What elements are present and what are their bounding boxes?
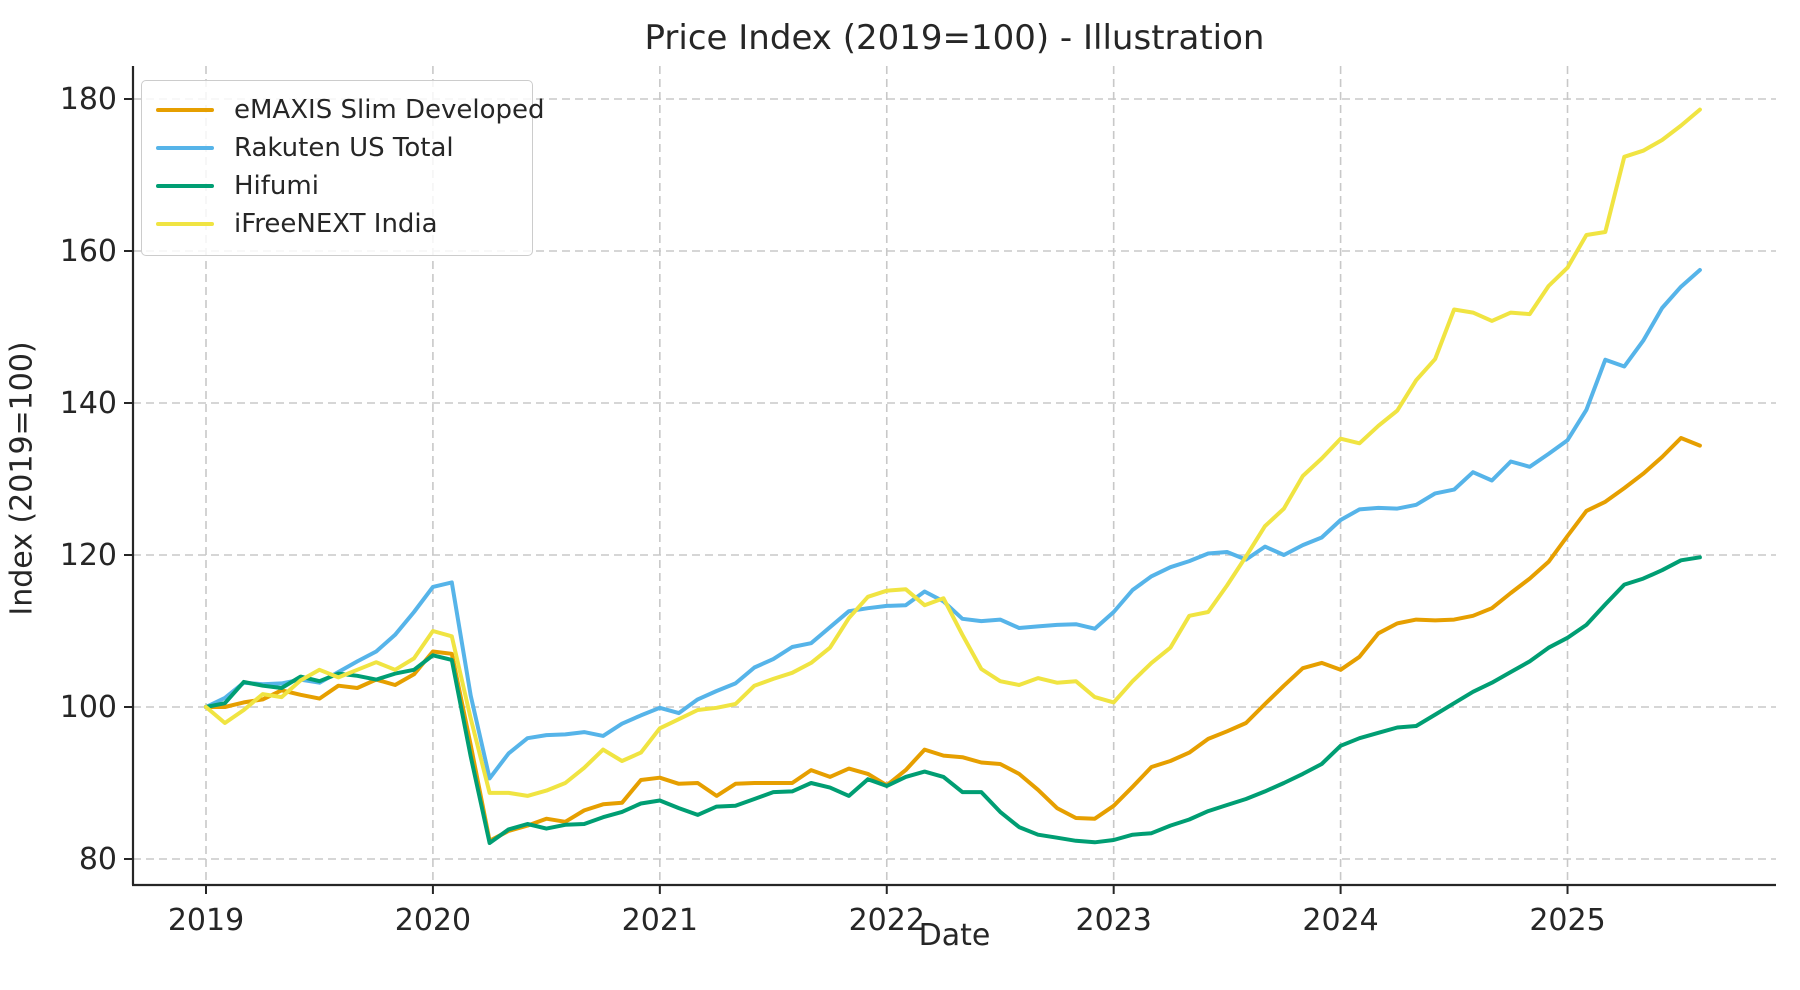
series-line-hifumi <box>204 555 1702 845</box>
legend-item: iFreeNEXT India <box>156 205 514 243</box>
x-tick-label: 2019 <box>168 903 244 938</box>
legend-item: Rakuten US Total <box>156 129 514 167</box>
series-line-rakuten-us-total <box>204 268 1702 781</box>
x-tick-label: 2023 <box>1076 903 1152 938</box>
y-axis-label: Index (2019=100) <box>4 341 40 616</box>
legend-line-swatch-icon <box>156 146 214 150</box>
x-tick-label: 2021 <box>622 903 698 938</box>
x-tick-label: 2024 <box>1302 903 1378 938</box>
legend-line-swatch-icon <box>156 108 214 112</box>
x-tick-label: 2020 <box>395 903 471 938</box>
y-tick-label: 160 <box>60 234 117 269</box>
y-tick-label: 120 <box>60 538 117 573</box>
y-tick-label: 180 <box>60 82 117 117</box>
y-tick-label: 100 <box>60 690 117 725</box>
legend-line-swatch-icon <box>156 184 214 188</box>
x-axis-label: Date <box>918 918 991 953</box>
legend-line-swatch-icon <box>156 222 214 226</box>
legend-item-label: Hifumi <box>234 171 319 201</box>
legend-item-label: Rakuten US Total <box>234 133 454 163</box>
series-line-emaxis-slim-developed <box>204 436 1702 843</box>
legend-item: eMAXIS Slim Developed <box>156 91 545 129</box>
y-tick-label: 80 <box>79 842 117 877</box>
x-tick-label: 2025 <box>1529 903 1605 938</box>
chart-title: Price Index (2019=100) - Illustration <box>644 18 1265 58</box>
x-tick-label: 2022 <box>849 903 925 938</box>
legend-item-label: eMAXIS Slim Developed <box>234 95 545 125</box>
legend: eMAXIS Slim Developed Rakuten US Total Hif… <box>141 80 545 256</box>
legend-item: Hifumi <box>156 167 514 205</box>
legend-item-label: iFreeNEXT India <box>234 209 438 239</box>
y-tick-label: 140 <box>60 386 117 421</box>
series-line-ifreenext-india <box>204 107 1702 798</box>
